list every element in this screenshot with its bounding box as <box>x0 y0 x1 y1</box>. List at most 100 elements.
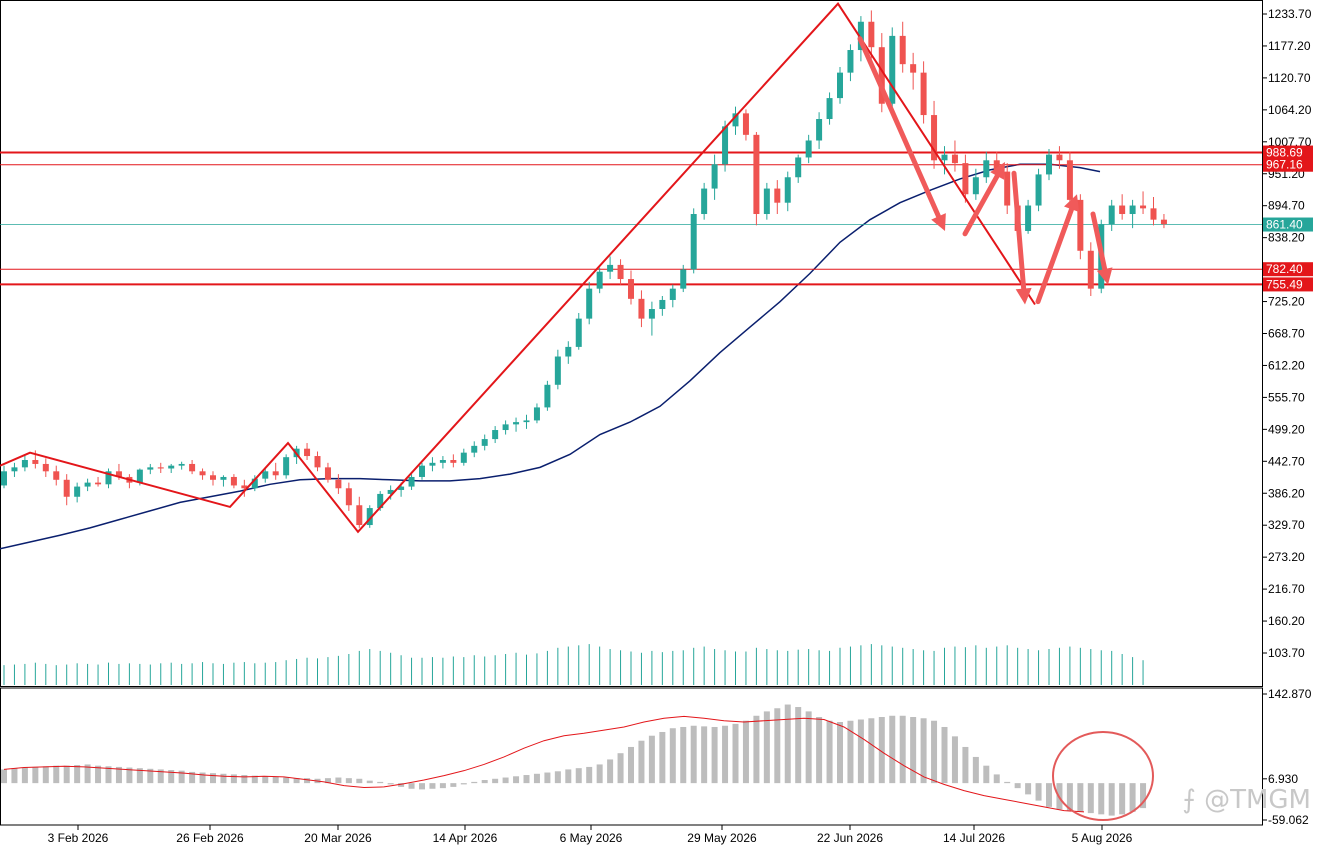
candle-body <box>648 309 655 319</box>
macd-bar <box>105 766 112 784</box>
candle-body <box>408 476 415 487</box>
macd-bar <box>711 726 718 784</box>
macd-bar <box>628 746 634 784</box>
candle <box>826 92 833 125</box>
y-axis: 1233.701177.201120.701064.201007.70951.2… <box>1262 7 1312 660</box>
level-label: 782.40 <box>1266 262 1303 276</box>
macd-bar <box>419 783 425 790</box>
level-label: 988.69 <box>1266 146 1303 160</box>
macd-bar <box>1129 783 1136 812</box>
y-tick-label: 668.70 <box>1268 327 1305 341</box>
candle-body <box>42 463 49 472</box>
arrow-shaft <box>1011 170 1027 292</box>
macd-bar <box>1025 783 1032 795</box>
candle-body <box>157 467 164 469</box>
arrow-shaft <box>962 173 1000 237</box>
macd-bar <box>554 771 561 784</box>
candle-body <box>628 279 634 299</box>
candle-body <box>502 424 509 431</box>
macd-bar <box>230 774 237 784</box>
macd-bar <box>596 764 603 784</box>
macd-bar <box>1035 783 1042 801</box>
macd-bar <box>450 783 457 787</box>
candle-body <box>105 471 112 485</box>
macd-bar <box>502 777 509 784</box>
candle <box>774 180 781 215</box>
candle-body <box>910 64 917 73</box>
macd-bar <box>262 776 269 784</box>
candle <box>628 270 634 305</box>
macd-bar <box>32 766 39 784</box>
candle <box>1119 194 1126 220</box>
candle-body <box>868 21 875 48</box>
candle <box>1087 242 1094 297</box>
candle-body <box>742 113 749 135</box>
macd-bar <box>366 780 373 784</box>
y-tick-label: 1007.70 <box>1268 135 1312 149</box>
candles <box>1 10 1167 528</box>
candle-body <box>1140 205 1147 209</box>
level-label-box <box>1263 157 1313 172</box>
candle-body <box>993 160 1000 172</box>
candle <box>847 44 854 82</box>
candle <box>1004 163 1011 215</box>
y-tick-label: 442.70 <box>1268 454 1305 468</box>
macd-bar <box>659 731 666 784</box>
macd-bar <box>941 726 948 784</box>
level-label: 967.16 <box>1266 158 1303 172</box>
macd-bar <box>84 764 91 784</box>
current-price-box <box>1263 217 1313 232</box>
x-tick-label: 3 Feb 2026 <box>48 831 109 845</box>
candle <box>419 462 425 480</box>
macd-bar <box>722 725 729 784</box>
candle <box>450 454 457 468</box>
candle <box>251 475 258 492</box>
candle-body <box>607 264 614 272</box>
candle-body <box>11 467 18 472</box>
macd-histogram <box>1 704 1147 816</box>
macd-bar <box>481 780 488 784</box>
candle <box>230 474 237 489</box>
candle <box>910 52 917 90</box>
candle <box>439 456 446 469</box>
candle <box>732 106 739 135</box>
macd-y-tick-label: 6.930 <box>1268 772 1298 786</box>
candle-body <box>492 430 499 440</box>
candle <box>983 151 990 183</box>
candle <box>1 465 7 489</box>
candle-body <box>335 479 342 489</box>
candle <box>408 474 415 490</box>
macd-bar <box>680 726 687 784</box>
x-tick-label: 26 Feb 2026 <box>176 831 244 845</box>
y-tick-label: 555.70 <box>1268 390 1305 404</box>
macd-bar <box>951 736 958 784</box>
candle-body <box>345 488 352 506</box>
candle-body <box>920 72 927 116</box>
candle <box>42 458 49 477</box>
candle-body <box>387 489 394 494</box>
y-tick-label: 1064.20 <box>1268 103 1312 117</box>
candle-body <box>324 467 331 480</box>
candle-body <box>1119 205 1126 215</box>
macd-bar <box>899 715 906 784</box>
candle <box>920 61 927 124</box>
candle <box>763 182 770 220</box>
candle <box>199 468 206 480</box>
macd-bar <box>11 768 18 784</box>
candle <box>1140 191 1147 215</box>
y-tick-label: 273.20 <box>1268 550 1305 564</box>
y-tick-label: 1177.20 <box>1268 39 1311 53</box>
macd-bar <box>617 753 624 784</box>
candle-body <box>1077 199 1084 251</box>
x-tick-label: 6 May 2026 <box>560 831 623 845</box>
candle-body <box>931 115 938 161</box>
macd-bar <box>53 765 60 784</box>
candle-body <box>366 508 373 526</box>
candle <box>951 140 958 172</box>
candle-body <box>1056 154 1063 161</box>
moving-average-line <box>0 163 1101 550</box>
candle <box>837 66 843 104</box>
level-label-box <box>1263 145 1313 160</box>
candle-body <box>1 471 7 486</box>
